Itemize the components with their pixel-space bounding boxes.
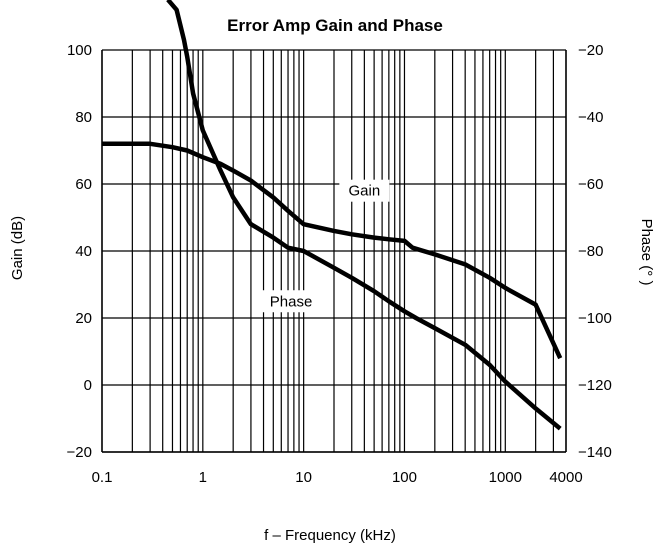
curve-label-bg [339,179,390,202]
y-tick-label-left: −20 [67,444,92,461]
plot-frame [101,50,567,453]
x-tick-label: 10 [295,469,312,486]
y-axis-label-left: Gain (dB) [9,216,26,280]
x-tick-label: 1 [199,469,207,486]
y-tick-label-left: 100 [67,42,92,59]
tick-labels: −20020406080100−140−120−100−80−60−40−200… [67,42,612,486]
x-tick-label: 0.1 [92,469,113,486]
labels: Error Amp Gain and Phase f – Frequency (… [9,16,655,544]
y-tick-label-left: 20 [75,310,92,327]
series-line-phase [166,0,562,431]
curve-label: Gain [349,183,381,200]
x-tick-label: 4000 [549,469,582,486]
x-tick-label: 100 [392,469,417,486]
x-axis-label: f – Frequency (kHz) [264,527,396,544]
y-tick-label-right: −20 [578,42,603,59]
y-tick-label-right: −60 [578,176,603,193]
series-group [102,0,563,431]
annotations: Gain Phase [261,179,390,313]
y-tick-label-right: −40 [578,109,603,126]
y-tick-label-right: −140 [578,444,612,461]
y-tick-label-right: −80 [578,243,603,260]
y-tick-label-left: 40 [75,243,92,260]
curve-label: Phase [270,293,313,310]
chart-title: Error Amp Gain and Phase [227,16,443,35]
series-line-gain [102,141,563,360]
y-tick-label-left: 80 [75,109,92,126]
grid [101,49,567,453]
y-tick-label-right: −120 [578,377,612,394]
y-tick-label-left: 60 [75,176,92,193]
y-axis-label-right: Phase (° ) [638,219,655,286]
x-tick-label: 1000 [489,469,522,486]
y-tick-label-right: −100 [578,310,612,327]
y-tick-label-left: 0 [84,377,92,394]
curve-label-bg [261,290,321,313]
